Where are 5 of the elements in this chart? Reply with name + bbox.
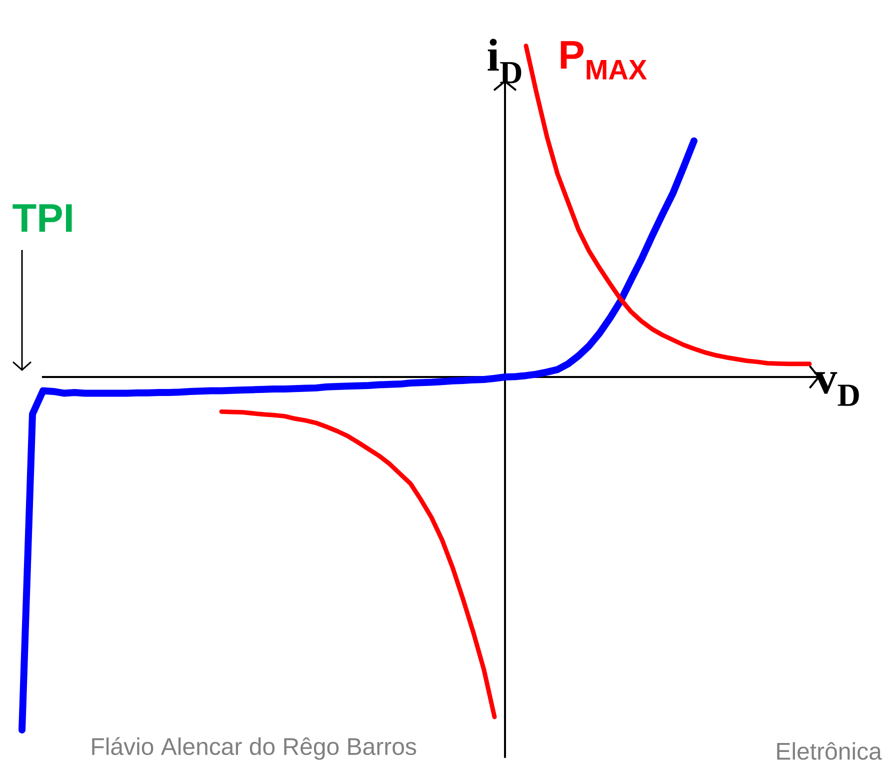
annotation: TPI — [12, 204, 72, 232]
series-label: P$_{MAX}$ — [560, 41, 647, 80]
text: Flávio Alencar do Rêgo Barros — [92, 737, 416, 760]
text: Eletrônica — [777, 742, 882, 760]
y-axis-title: i$_{D}$ — [488, 38, 522, 84]
